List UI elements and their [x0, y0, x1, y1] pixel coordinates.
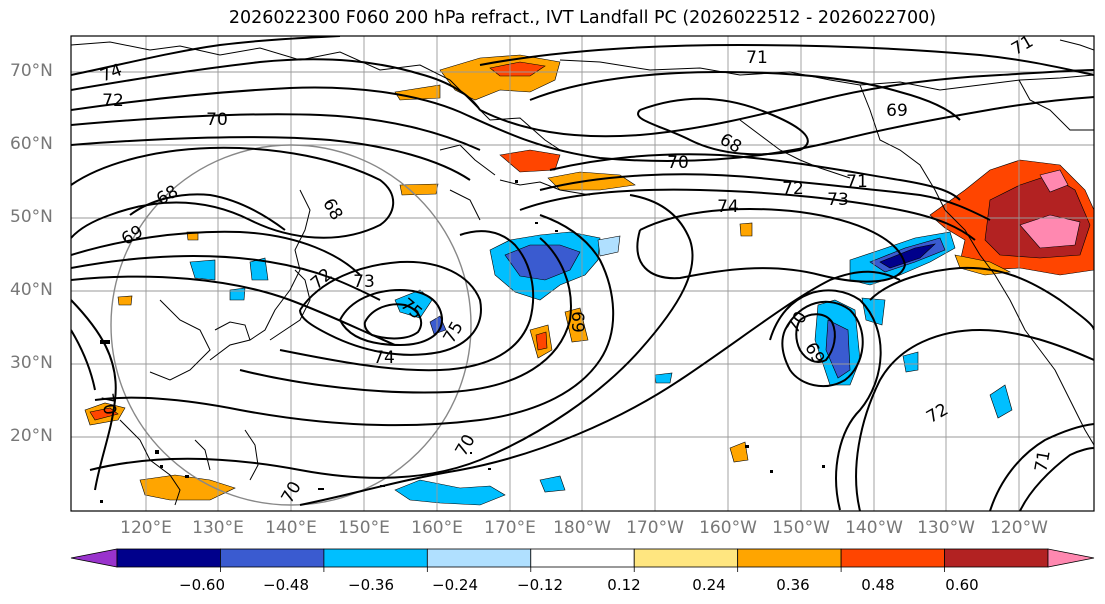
- lon-label: 140°E: [265, 518, 317, 538]
- map-frame: [70, 35, 1095, 512]
- lon-label: 170°W: [626, 518, 684, 538]
- colorbar-segment: [737, 548, 842, 568]
- contour-label: 72: [102, 91, 124, 111]
- colorbar-segment: [633, 548, 739, 568]
- colorbar-segment: [530, 548, 635, 568]
- cold-patch-150w-core: [825, 319, 851, 379]
- colorbar-segment: [426, 548, 532, 568]
- lat-label: 50°N: [10, 207, 53, 227]
- colorbar-extend-high: [1047, 548, 1095, 568]
- warm-patch-south-asia: [139, 474, 236, 501]
- cold-patch-132w: [902, 351, 919, 373]
- warm-patch-hawaii: [729, 441, 749, 463]
- cold-patch-130w: [989, 384, 1013, 419]
- contour-label: 74: [717, 197, 739, 217]
- map-title: 2026022300 F060 200 hPa refract., IVT La…: [228, 8, 937, 28]
- colorbar-tick-label: −0.48: [263, 576, 309, 594]
- warm-patch-160e-core: [535, 331, 548, 351]
- warm-patch-na-core2: [1039, 169, 1069, 193]
- cold-patch-165w: [654, 372, 673, 384]
- lon-label: 160°W: [699, 518, 757, 538]
- colorbar-tick-label: −0.12: [517, 576, 563, 594]
- colorbar-tick-label: 0.24: [692, 576, 726, 594]
- colorbar-tick-label: 0.60: [945, 576, 979, 594]
- warm-patch-120e: [117, 295, 133, 306]
- colorbar-tick-label: 0.48: [861, 576, 895, 594]
- colorbar-segment: [116, 548, 221, 568]
- lat-label: 30°N: [10, 353, 53, 373]
- contour-label: 72: [782, 179, 804, 199]
- contour-label: 73: [827, 190, 849, 210]
- contour-label: 70: [96, 392, 119, 417]
- contour-label: 69: [886, 101, 908, 121]
- lat-label: 40°N: [10, 280, 53, 300]
- lon-label: 160°E: [411, 518, 463, 538]
- lon-label: 130°W: [917, 518, 975, 538]
- lon-label: 180°W: [553, 518, 611, 538]
- lon-label: 130°E: [192, 518, 244, 538]
- colorbar-tick-label: −0.36: [348, 576, 394, 594]
- cold-patch-south: [394, 479, 506, 506]
- reference-circle: [110, 144, 472, 506]
- warm-patch-150w: [739, 222, 753, 237]
- colorbar: [70, 548, 1095, 572]
- colorbar-segment: [220, 548, 325, 568]
- cold-patch-asia-b: [249, 257, 269, 281]
- lon-label: 140°W: [845, 518, 903, 538]
- cold-patch-south-b: [539, 475, 566, 493]
- lon-label: 150°E: [338, 518, 390, 538]
- warm-patch-kamchatka: [499, 149, 561, 173]
- contour-label: 69: [567, 311, 587, 333]
- contour-label: 70: [206, 110, 228, 130]
- contour-label: 74: [373, 348, 395, 368]
- cold-patch-145w: [861, 297, 886, 326]
- colorbar-segment: [840, 548, 945, 568]
- contour-label: 71: [846, 172, 868, 192]
- warm-patch-na-core: [1019, 214, 1081, 249]
- cold-patch-170e-light: [597, 235, 621, 257]
- colorbar-tick-label: −0.60: [179, 576, 225, 594]
- lat-label: 60°N: [10, 134, 53, 154]
- warm-patch-sw-core: [89, 407, 119, 421]
- contour-lines: [71, 36, 1094, 511]
- colorbar-tick-label: 0.36: [776, 576, 810, 594]
- contour-label: 73: [353, 272, 375, 292]
- lon-label: 170°E: [484, 518, 536, 538]
- colorbar-tick-label: −0.24: [432, 576, 478, 594]
- lat-label: 70°N: [10, 61, 53, 81]
- cold-patch-170e-mid: [504, 244, 581, 281]
- lat-label: 20°N: [10, 426, 53, 446]
- cold-patch-asia-a: [189, 259, 216, 281]
- lon-label: 120°W: [990, 518, 1048, 538]
- warm-patch-arctic-core: [489, 61, 546, 77]
- contour-label: 70: [667, 153, 689, 173]
- island-dots: [100, 180, 825, 503]
- coastlines: [71, 39, 1094, 506]
- colorbar-tick-label: 0.12: [607, 576, 641, 594]
- cold-patch-ne-pacific-core: [879, 243, 936, 269]
- lon-label: 150°W: [772, 518, 830, 538]
- colorbar-segment: [944, 548, 1049, 568]
- colorbar-extend-low: [70, 548, 118, 568]
- contour-label: 71: [746, 48, 768, 68]
- lon-label: 120°E: [120, 518, 172, 538]
- contour-label: 71: [1031, 449, 1054, 474]
- colorbar-segment: [323, 548, 428, 568]
- cold-patch-asia-c: [229, 287, 246, 301]
- warm-patch-kamchatka-c: [399, 183, 439, 196]
